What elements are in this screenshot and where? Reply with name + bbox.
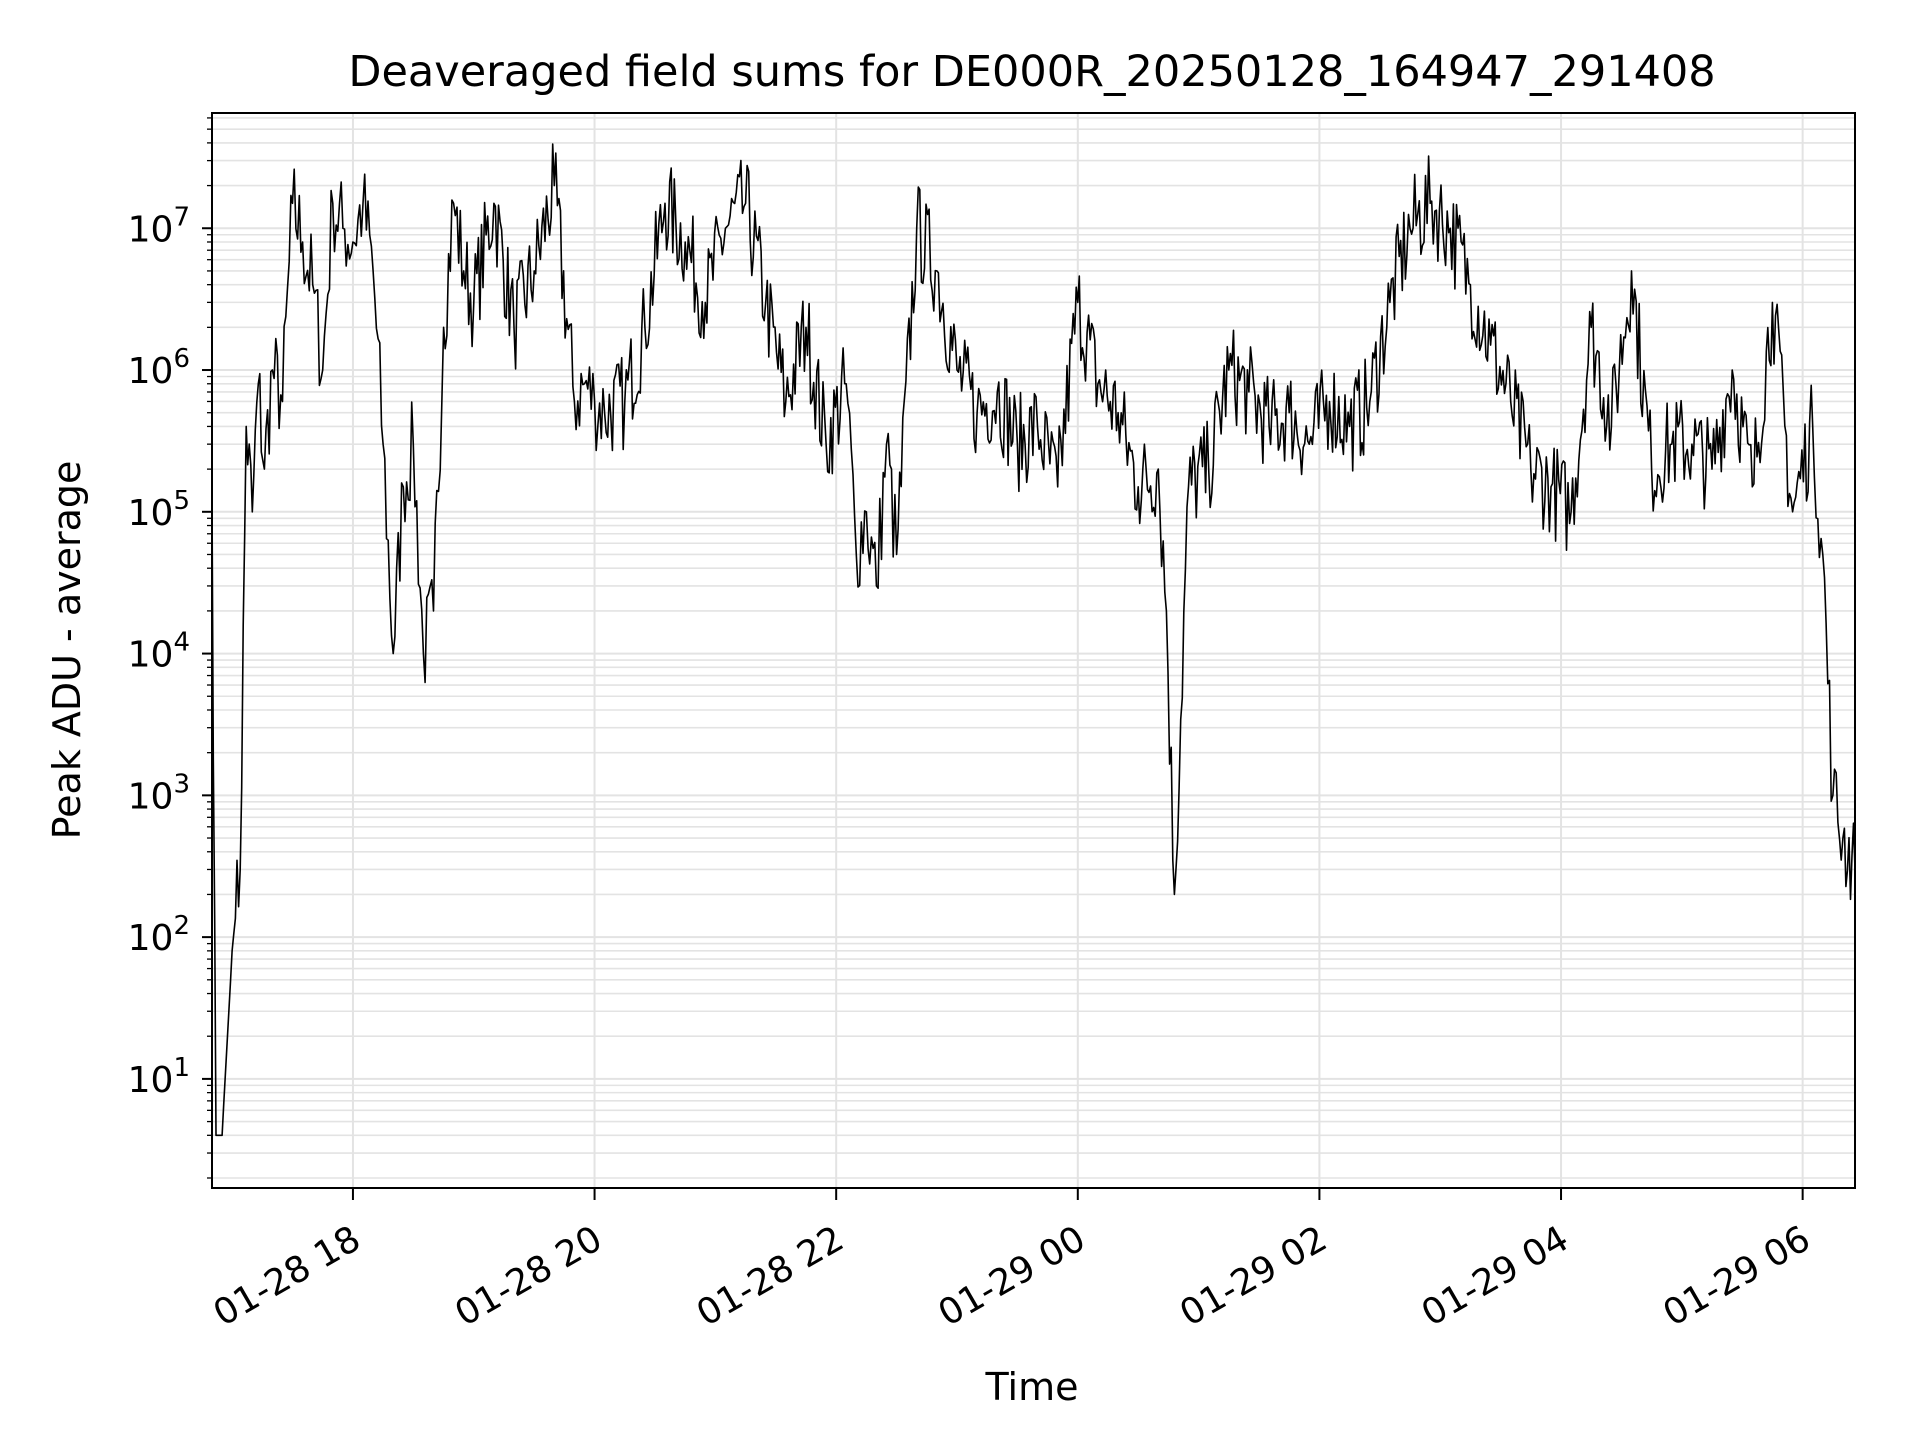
y-axis-label: Peak ADU - average: [45, 461, 89, 840]
y-axis: 101 102 103 104 105 106 107: [128, 117, 212, 1179]
chart-title: Deaveraged field sums for DE000R_2025012…: [348, 47, 1715, 97]
y-tick-label: 102: [128, 911, 190, 959]
plot-frame: [211, 112, 1856, 1189]
grid: [212, 113, 1855, 1188]
y-tick-label: 101: [128, 1053, 190, 1101]
series-line: [211, 143, 1856, 1137]
y-tick-label: 105: [128, 486, 190, 534]
y-tick-label: 104: [128, 628, 190, 676]
y-tick-label: 103: [128, 769, 190, 817]
y-tick-label: 106: [128, 344, 190, 392]
x-axis-label: Time: [985, 1365, 1079, 1409]
y-tick-label: 107: [128, 202, 190, 250]
